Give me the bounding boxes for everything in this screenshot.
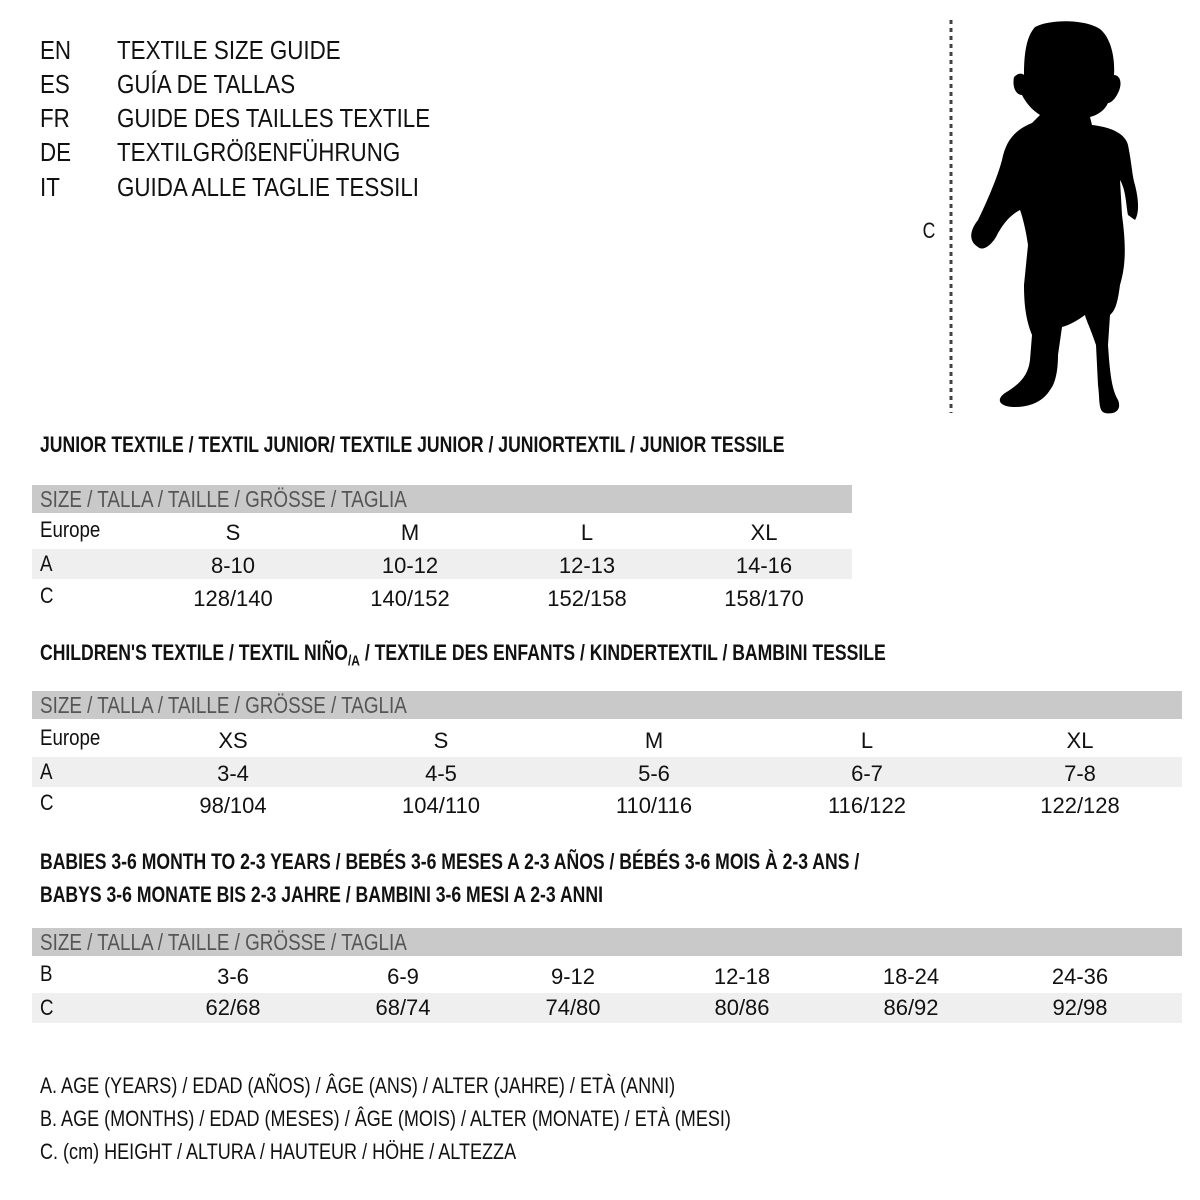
cell: 14-16: [735, 553, 793, 578]
lang-code-it: IT: [40, 172, 60, 202]
table-row: A 3-4 4-5 5-6 6-7 7-8: [32, 757, 1182, 787]
cell: 12-18: [713, 964, 771, 989]
cell: M: [644, 728, 664, 753]
row-label: A: [40, 759, 53, 784]
cell: 110/116: [615, 793, 693, 818]
table-row: A 8-10 10-12 12-13 14-16: [32, 549, 852, 579]
cell: M: [400, 520, 420, 545]
cell: 3-4: [217, 761, 249, 786]
cell: 74/80: [545, 995, 601, 1020]
cell: 98/104: [199, 793, 267, 818]
table-row: C 128/140 140/152 152/158 158/170: [32, 581, 852, 611]
children-section-title: CHILDREN'S TEXTILE / TEXTIL NIÑO/A / TEX…: [40, 640, 886, 670]
title-es: GUÍA DE TALLAS: [117, 69, 296, 99]
lang-code-en: EN: [40, 35, 72, 65]
babies-header-bar: SIZE / TALLA / TAILLE / GRÖSSE / TAGLIA: [32, 928, 1182, 956]
legend-a: A. AGE (YEARS) / EDAD (AÑOS) / ÂGE (ANS)…: [40, 1073, 676, 1098]
title-it: GUIDA ALLE TAGLIE TESSILI: [117, 172, 420, 202]
junior-header-bar: SIZE / TALLA / TAILLE / GRÖSSE / TAGLIA: [32, 485, 852, 513]
cell: 122/128: [1040, 793, 1120, 818]
children-header-bar: SIZE / TALLA / TAILLE / GRÖSSE / TAGLIA: [32, 691, 1182, 719]
row-label: C: [40, 790, 54, 815]
cell: 152/158: [547, 586, 627, 611]
title-en: TEXTILE SIZE GUIDE: [117, 35, 341, 65]
table-row: C 98/104 104/110 110/116 116/122 122/128: [32, 788, 1182, 818]
child-silhouette-icon: [949, 20, 1139, 414]
cell: L: [580, 520, 594, 545]
table-row: B 3-6 6-9 9-12 12-18 18-24 24-36: [32, 959, 1182, 989]
table-row: Europe S M L XL: [32, 515, 852, 545]
silhouette-shape: [971, 21, 1139, 414]
cell: 5-6: [638, 761, 670, 786]
row-label: B: [40, 961, 53, 986]
lang-code-fr: FR: [40, 103, 70, 133]
cell: 140/152: [370, 586, 450, 611]
cell: 104/110: [402, 793, 480, 818]
cell: L: [860, 728, 874, 753]
legend-b: B. AGE (MONTHS) / EDAD (MESES) / ÂGE (MO…: [40, 1106, 731, 1131]
cell: XL: [750, 520, 778, 545]
cell: 7-8: [1064, 761, 1096, 786]
babies-section-title-line2: BABYS 3-6 MONATE BIS 2-3 JAHRE / BAMBINI…: [40, 882, 603, 907]
babies-section-title: BABIES 3-6 MONTH TO 2-3 YEARS / BEBÉS 3-…: [40, 849, 860, 874]
cell: 24-36: [1051, 964, 1109, 989]
cell: 86/92: [883, 995, 939, 1020]
cell: 62/68: [205, 995, 261, 1020]
cell: XL: [1066, 728, 1094, 753]
cell: 6-7: [851, 761, 883, 786]
cell: 128/140: [193, 586, 273, 611]
cell: 8-10: [210, 553, 256, 578]
cell: 9-12: [550, 964, 596, 989]
row-label: A: [40, 551, 53, 576]
cell: XS: [218, 728, 248, 753]
cell: 158/170: [724, 586, 804, 611]
size-header: SIZE / TALLA / TAILLE / GRÖSSE / TAGLIA: [40, 486, 407, 512]
cell: 92/98: [1052, 995, 1108, 1020]
cell: 12-13: [558, 553, 616, 578]
cell: 10-12: [381, 553, 439, 578]
size-header: SIZE / TALLA / TAILLE / GRÖSSE / TAGLIA: [40, 692, 407, 718]
cell: S: [433, 728, 449, 753]
size-header: SIZE / TALLA / TAILLE / GRÖSSE / TAGLIA: [40, 929, 407, 955]
table-row: C 62/68 68/74 74/80 80/86 86/92 92/98: [32, 993, 1182, 1023]
row-label: Europe: [40, 517, 101, 542]
cell: S: [225, 520, 241, 545]
cell: 68/74: [375, 995, 431, 1020]
lang-code-es: ES: [40, 69, 70, 99]
row-label: C: [40, 583, 54, 608]
height-measure-label: C: [922, 218, 936, 243]
cell: 116/122: [828, 793, 906, 818]
title-de: TEXTILGRÖßENFÜHRUNG: [117, 137, 401, 167]
junior-section-title: JUNIOR TEXTILE / TEXTIL JUNIOR/ TEXTILE …: [40, 432, 785, 457]
cell: 80/86: [714, 995, 770, 1020]
row-label: C: [40, 995, 54, 1020]
table-row: Europe XS S M L XL: [32, 723, 1182, 753]
cell: 3-6: [217, 964, 249, 989]
title-fr: GUIDE DES TAILLES TEXTILE: [117, 103, 431, 133]
lang-code-de: DE: [40, 137, 72, 167]
cell: 6-9: [387, 964, 419, 989]
cell: 4-5: [425, 761, 457, 786]
legend-c: C. (cm) HEIGHT / ALTURA / HAUTEUR / HÖHE…: [40, 1139, 517, 1164]
cell: 18-24: [882, 964, 940, 989]
row-label: Europe: [40, 725, 101, 750]
